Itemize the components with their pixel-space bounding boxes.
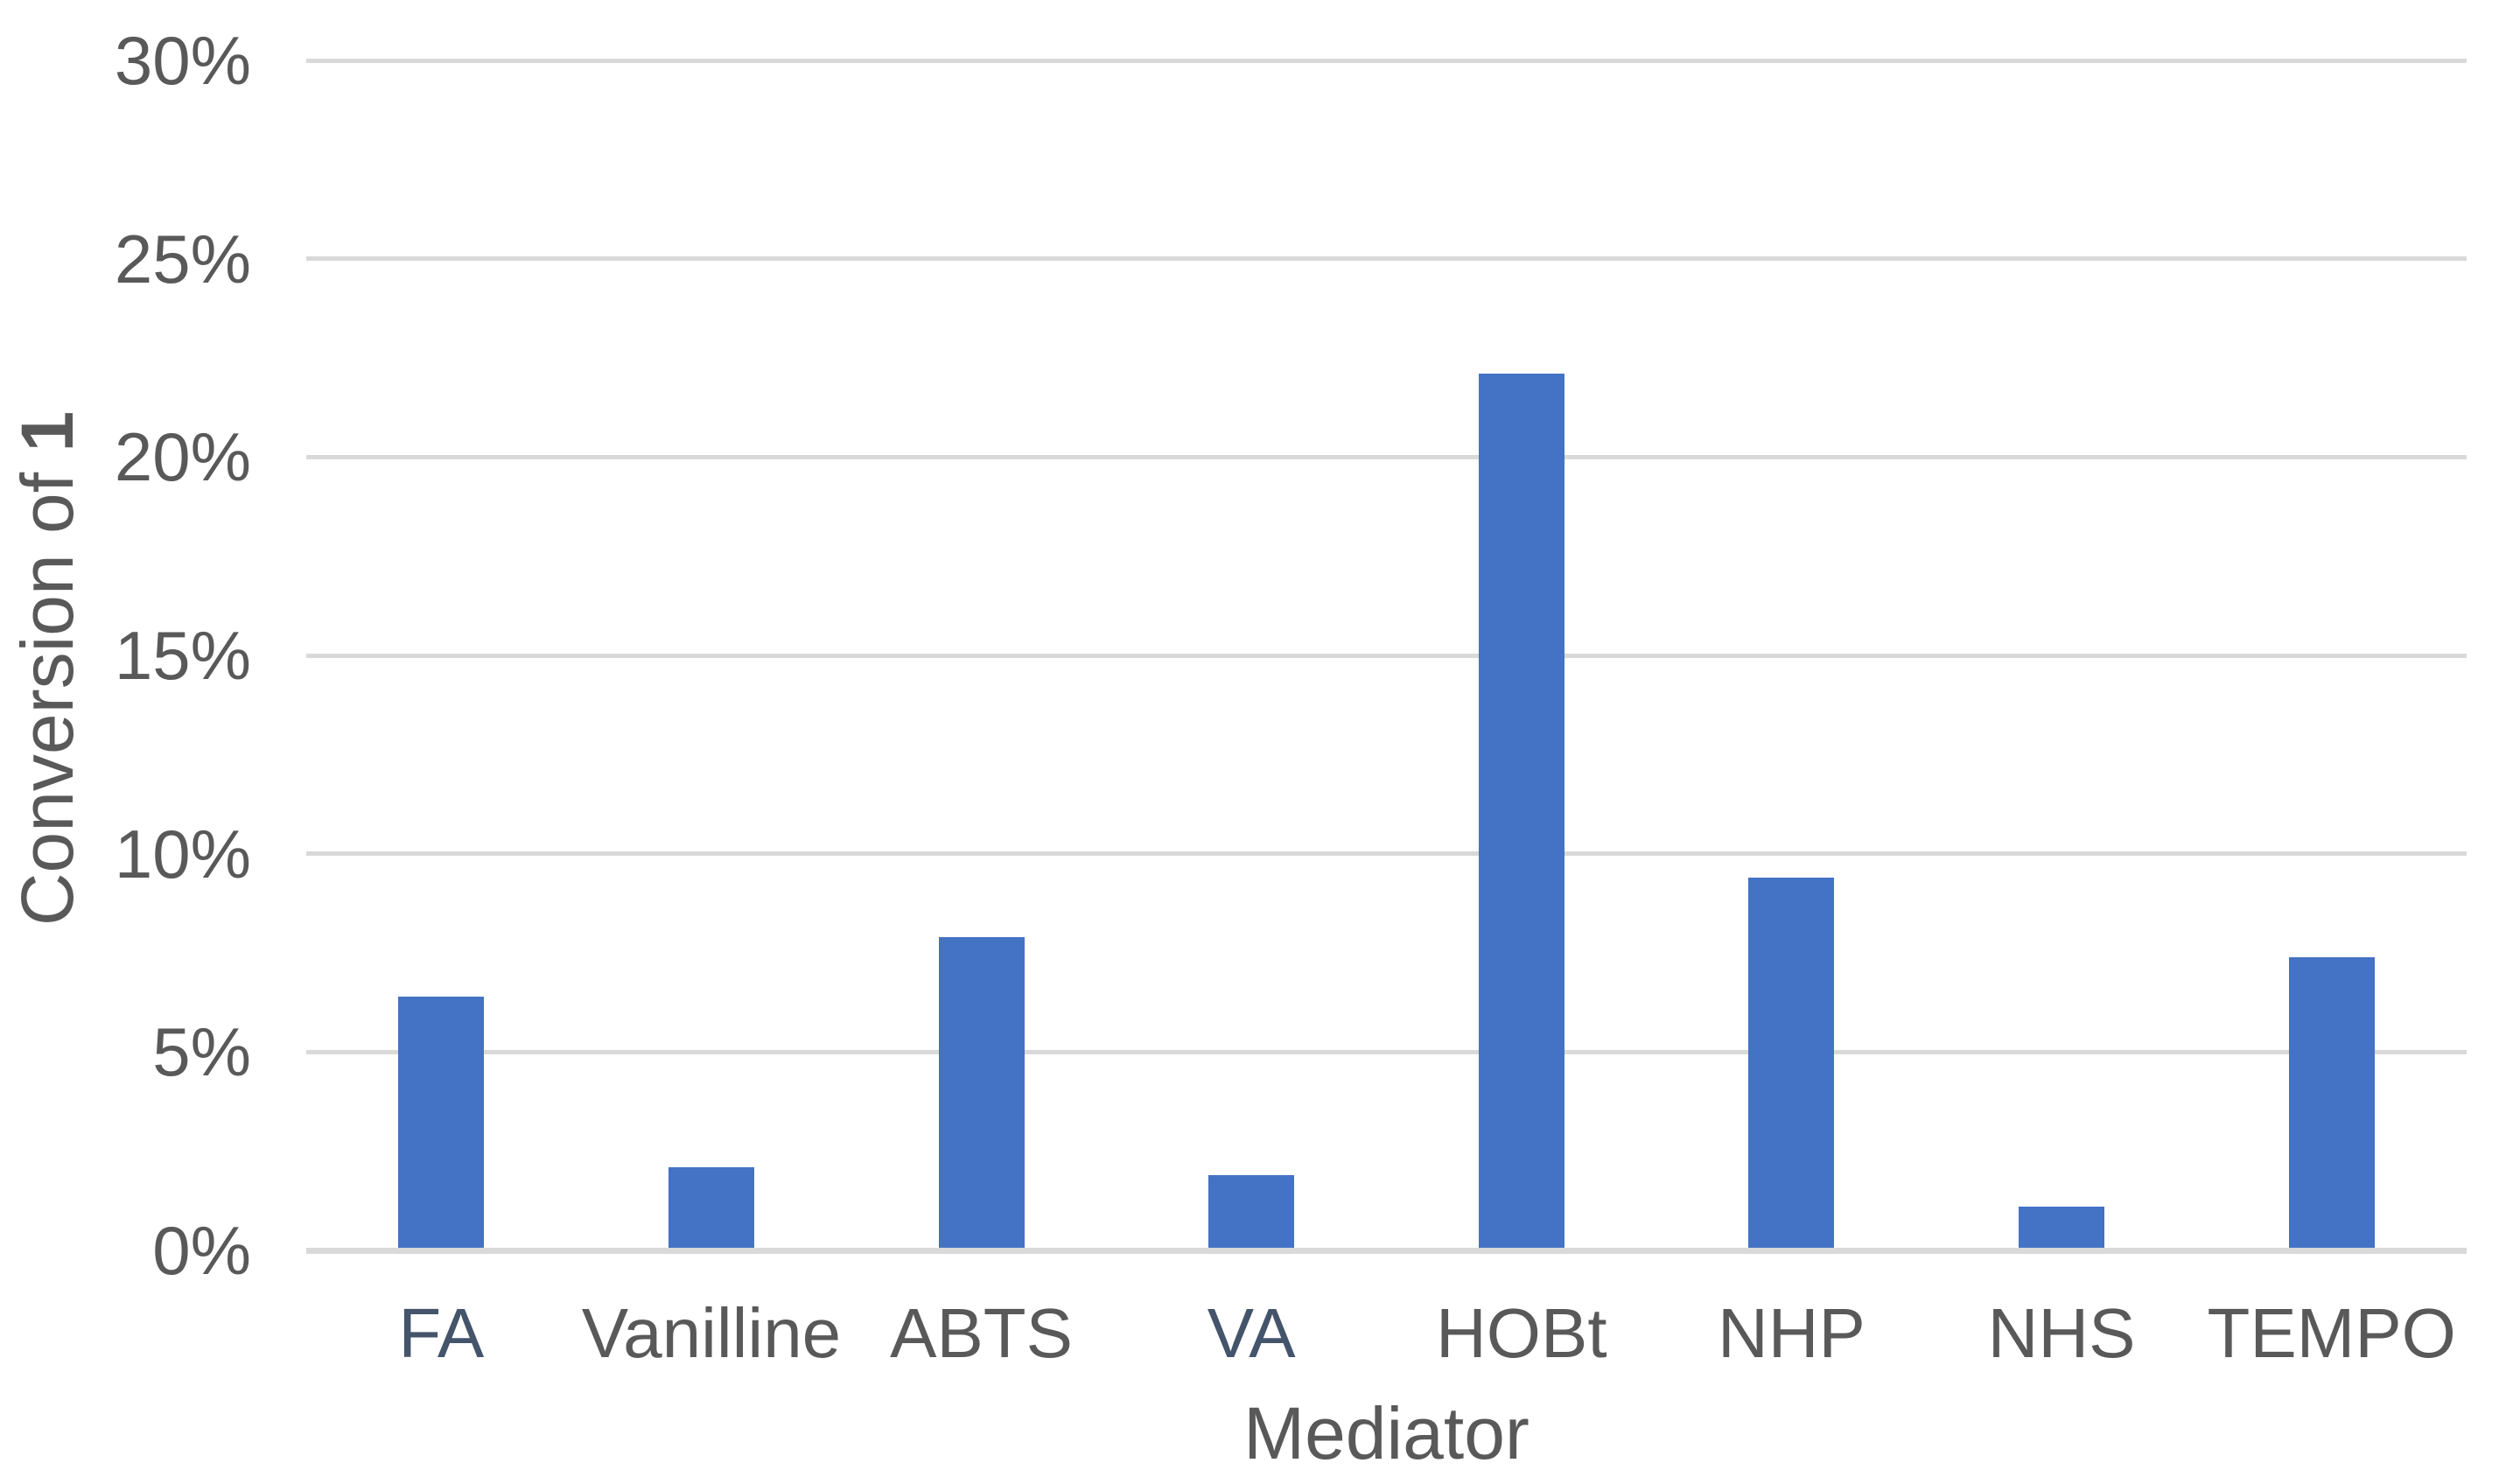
bar-fa	[398, 996, 485, 1250]
y-tick-label: 20%	[114, 418, 251, 496]
bar-tempo	[2288, 956, 2375, 1250]
bar-va	[1208, 1174, 1295, 1250]
bar-nhp	[1748, 877, 1835, 1250]
gridline	[306, 653, 2467, 658]
x-tick-label-abts: ABTS	[890, 1294, 1074, 1372]
x-tick-label-tempo: TEMPO	[2207, 1294, 2456, 1372]
y-tick-label: 0%	[152, 1212, 251, 1289]
gridline	[306, 256, 2467, 262]
bar-abts	[938, 936, 1025, 1250]
bar-vanilline	[668, 1166, 754, 1250]
gridline	[306, 58, 2467, 63]
gridline	[306, 1049, 2467, 1054]
x-axis-line	[306, 1248, 2467, 1254]
gridline	[306, 851, 2467, 857]
y-tick-label: 10%	[114, 815, 251, 892]
x-tick-label-va: VA	[1207, 1294, 1296, 1372]
bar-nhs	[2019, 1207, 2105, 1250]
bar-hobt	[1478, 374, 1564, 1250]
gridline	[306, 454, 2467, 459]
x-tick-label-nhp: NHP	[1717, 1294, 1866, 1372]
x-tick-label-vanilline: Vanilline	[581, 1294, 842, 1372]
x-tick-label-fa: FA	[398, 1294, 485, 1372]
y-tick-label: 25%	[114, 220, 251, 298]
x-tick-label-nhs: NHS	[1987, 1294, 2136, 1372]
y-tick-label: 30%	[114, 22, 251, 99]
y-tick-label: 15%	[114, 617, 251, 694]
x-tick-label-hobt: HOBt	[1436, 1294, 1607, 1372]
x-axis-title: Mediator	[1243, 1392, 1530, 1474]
y-tick-label: 5%	[152, 1013, 251, 1091]
